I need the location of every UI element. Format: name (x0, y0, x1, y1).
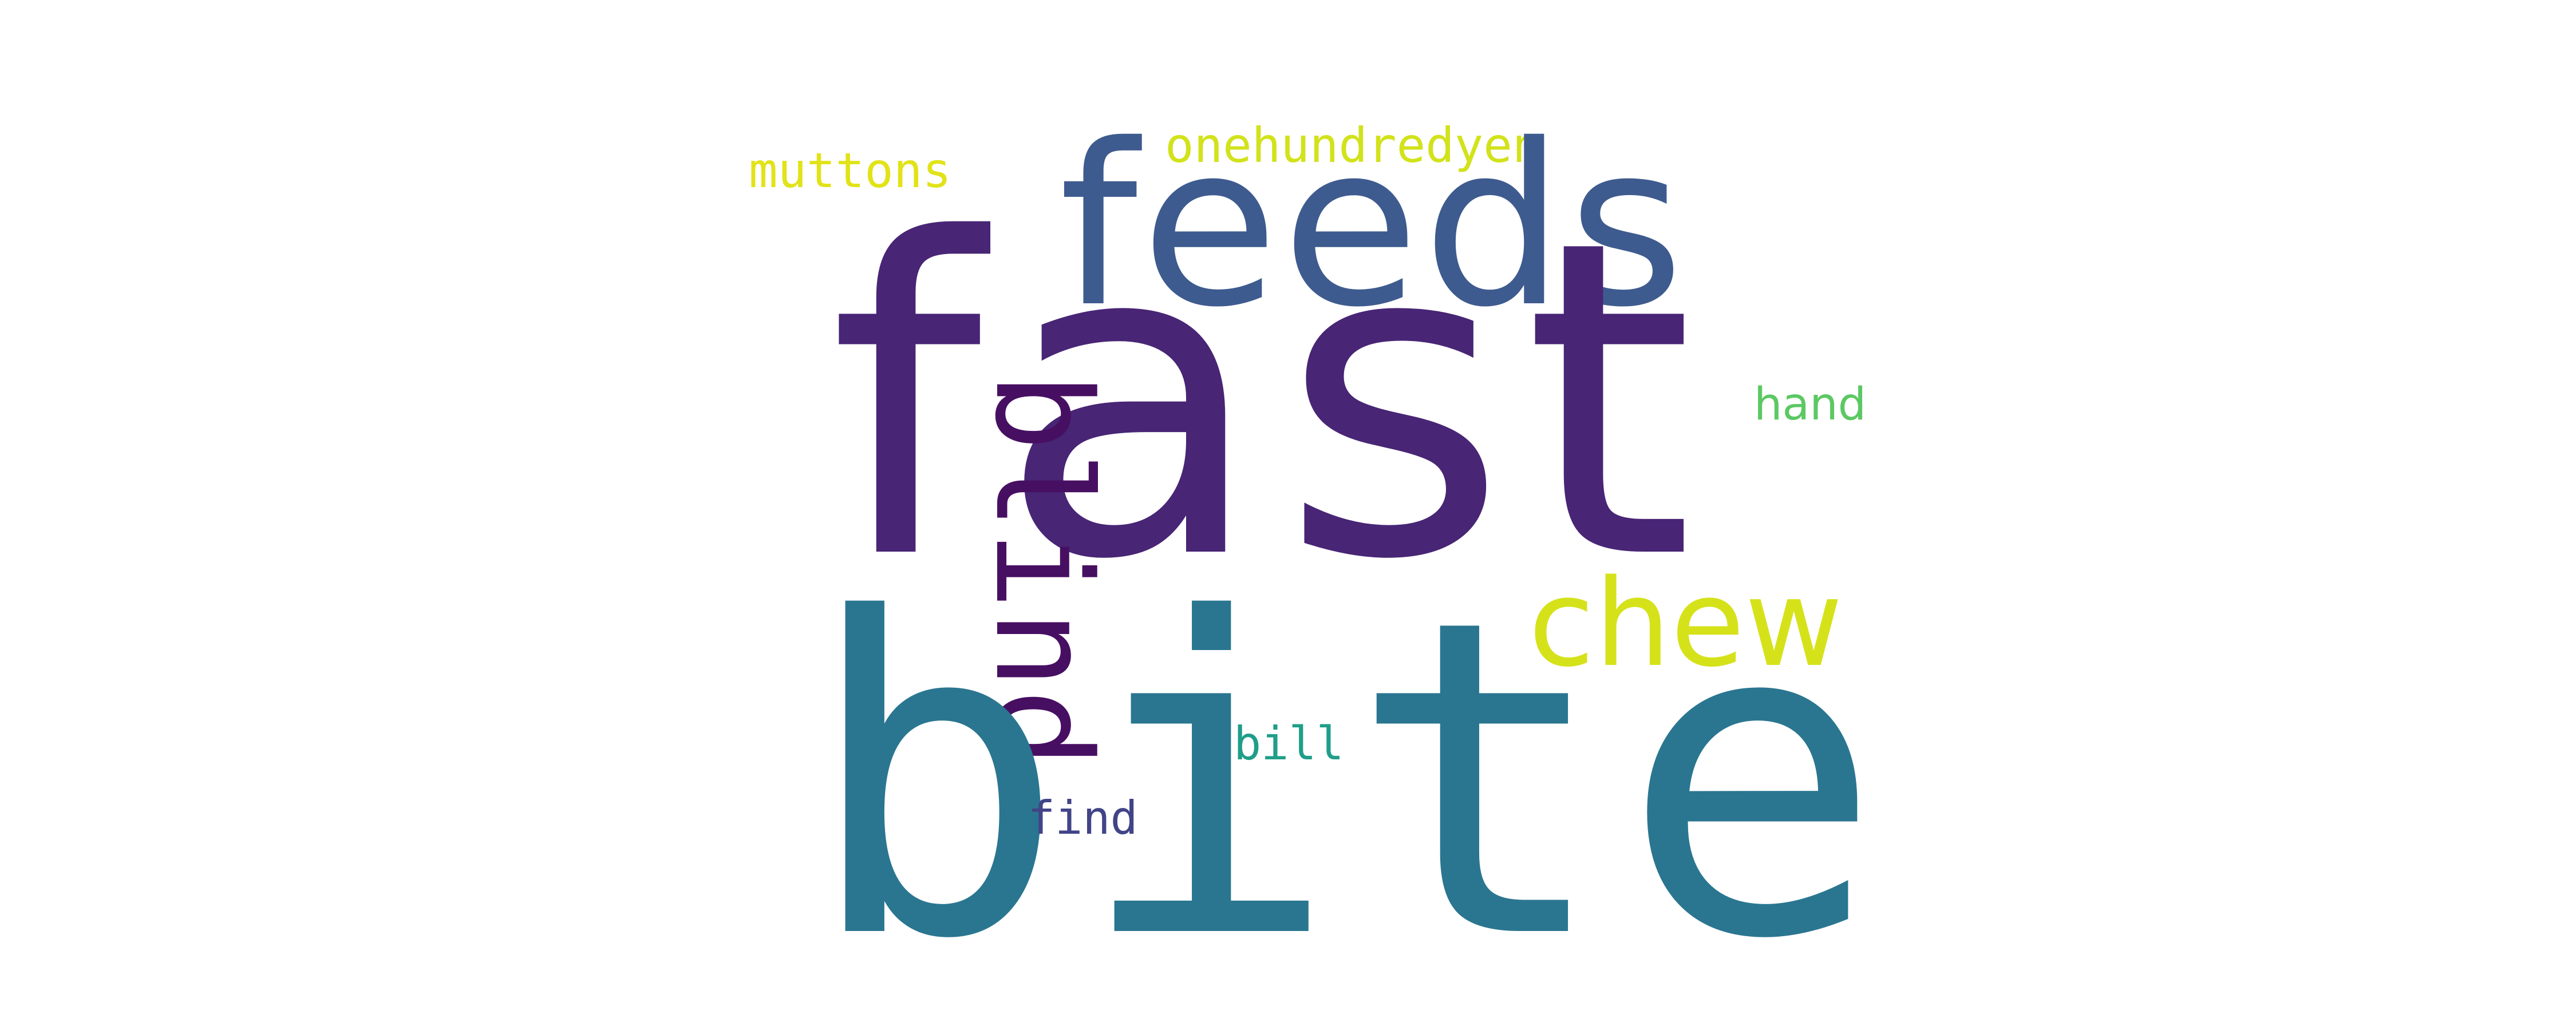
word-onehundredyen: onehundredyen (1165, 117, 1542, 173)
word-feeds: feeds (1059, 96, 1688, 356)
word-muttons: muttons (749, 142, 952, 199)
word-bill: bill (1234, 717, 1344, 770)
word-bite: bite (804, 528, 1894, 1030)
word-find: find (1028, 791, 1138, 845)
word-hand: hand (1754, 379, 1867, 430)
word-chew: chew (1528, 553, 1843, 694)
word-fast: fast (829, 149, 1710, 655)
